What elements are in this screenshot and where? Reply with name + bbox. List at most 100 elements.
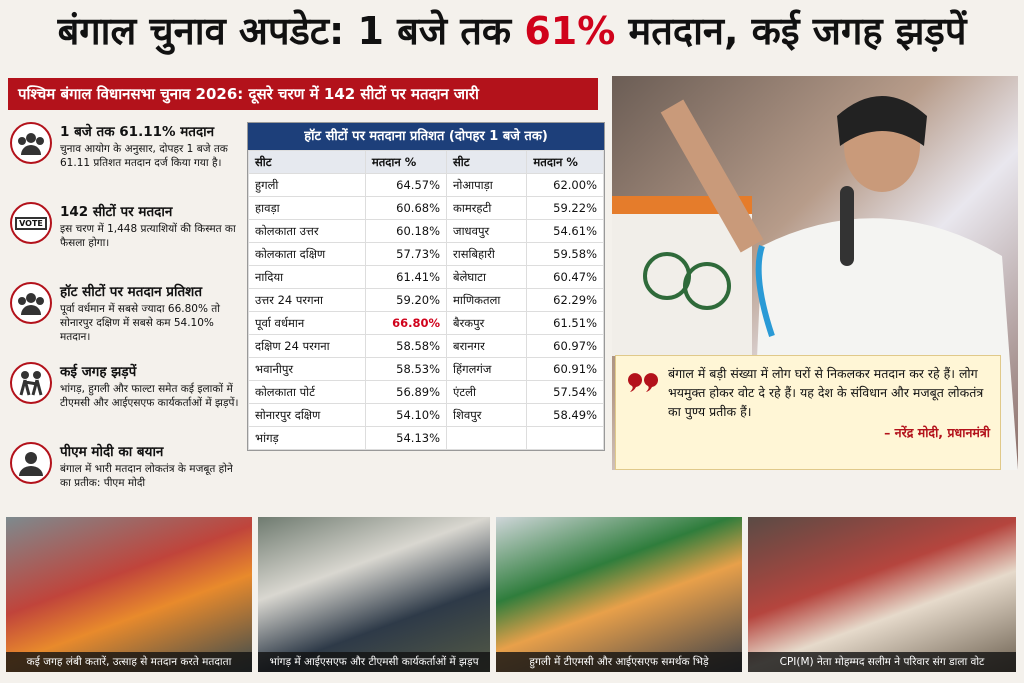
column-header: मतदान % xyxy=(364,150,448,174)
percent-cell: 57.54% xyxy=(526,380,604,404)
percent-cell: 54.13% xyxy=(364,426,448,450)
seat-cell: नादिया xyxy=(248,265,366,289)
points: 1 बजे तक 61.11% मतदान चुनाव आयोग के अनुसा… xyxy=(10,122,242,522)
point-icon xyxy=(10,442,52,484)
seat-cell: शिवपुर xyxy=(446,403,528,427)
seat-cell: एंटली xyxy=(446,380,528,404)
header-row: सीट मतदान % सीट मतदान % xyxy=(248,150,604,174)
point-text: इस चरण में 1,448 प्रत्याशियों की किस्मत … xyxy=(60,223,236,249)
table-row: सोनारपुर दक्षिण 54.10% शिवपुर 58.49% xyxy=(248,403,604,427)
point-body: कई जगह झड़पें भांगड़, हुगली और फाल्टा समे… xyxy=(60,362,242,430)
percent-cell: 58.53% xyxy=(364,357,448,381)
percent-cell: 60.91% xyxy=(526,357,604,381)
point-text: चुनाव आयोग के अनुसार, दोपहर 1 बजे तक 61.… xyxy=(60,143,228,169)
seat-cell: नोआपाड़ा xyxy=(446,173,528,197)
seat-cell xyxy=(446,426,528,450)
seat-cell: उत्तर 24 परगना xyxy=(248,288,366,312)
point-title: 1 बजे तक 61.11% मतदान xyxy=(60,124,215,140)
seat-cell: बेलेघाटा xyxy=(446,265,528,289)
percent-cell: 60.18% xyxy=(364,219,448,243)
point-body: 1 बजे तक 61.11% मतदान चुनाव आयोग के अनुसा… xyxy=(60,122,242,190)
point-title: 142 सीटों पर मतदान xyxy=(60,204,173,220)
seat-cell: बैरकपुर xyxy=(446,311,528,335)
percent-cell: 58.58% xyxy=(364,334,448,358)
percent-cell: 60.47% xyxy=(526,265,604,289)
point-icon: VOTE xyxy=(10,202,52,244)
percent-cell: 66.80% xyxy=(364,311,448,335)
column-header: सीट xyxy=(446,150,528,174)
photo: CPI(M) नेता मोहम्मद सलीम ने परिवार संग ड… xyxy=(748,517,1016,672)
percent-cell: 59.22% xyxy=(526,196,604,220)
percent-cell: 61.41% xyxy=(364,265,448,289)
table: हॉट सीटों पर मतदाना प्रतिशत (दोपहर 1 बजे… xyxy=(247,122,605,451)
percent-cell: 59.58% xyxy=(526,242,604,266)
photo: भांगड़ में आईएसएफ और टीएमसी कार्यकर्ताओं… xyxy=(258,517,490,672)
point-icon xyxy=(10,282,52,324)
table-row: दक्षिण 24 परगना 58.58% बरानगर 60.97% xyxy=(248,334,604,358)
percent-cell: 64.57% xyxy=(364,173,448,197)
column-header: मतदान % xyxy=(526,150,604,174)
seat-cell: हिंगलगंज xyxy=(446,357,528,381)
seat-cell: रासबिहारी xyxy=(446,242,528,266)
point-body: पीएम मोदी का बयान बंगाल में भारी मतदान लो… xyxy=(60,442,242,510)
photo-caption: कई जगह लंबी कतारें, उत्साह से मतदान करते… xyxy=(6,652,252,672)
headline-text: मतदान, कई जगह झड़पें xyxy=(615,9,967,53)
percent-cell: 58.49% xyxy=(526,403,604,427)
table-row: हावड़ा 60.68% कामरहटी 59.22% xyxy=(248,196,604,220)
percent-cell: 60.68% xyxy=(364,196,448,220)
percent-cell: 59.20% xyxy=(364,288,448,312)
table-row: पूर्वा वर्धमान 66.80% बैरकपुर 61.51% xyxy=(248,311,604,335)
point-title: पीएम मोदी का बयान xyxy=(60,444,164,460)
seat-cell: पूर्वा वर्धमान xyxy=(248,311,366,335)
seat-cell: भवानीपुर xyxy=(248,357,366,381)
table-row: उत्तर 24 परगना 59.20% माणिकतला 62.29% xyxy=(248,288,604,312)
percent-cell: 57.73% xyxy=(364,242,448,266)
percent-cell: 62.00% xyxy=(526,173,604,197)
banner: पश्चिम बंगाल विधानसभा चुनाव 2026: दूसरे … xyxy=(8,78,598,110)
photo: कई जगह लंबी कतारें, उत्साह से मतदान करते… xyxy=(6,517,252,672)
seat-cell: बरानगर xyxy=(446,334,528,358)
quote-text: बंगाल में बड़ी संख्या में लोग घरों से नि… xyxy=(668,366,984,419)
quote-mark xyxy=(628,373,658,392)
seat-cell: सोनारपुर दक्षिण xyxy=(248,403,366,427)
seat-cell: हुगली xyxy=(248,173,366,197)
table-title: हॉट सीटों पर मतदाना प्रतिशत (दोपहर 1 बजे… xyxy=(248,123,604,150)
table-row: नादिया 61.41% बेलेघाटा 60.47% xyxy=(248,265,604,289)
point-title: हॉट सीटों पर मतदान प्रतिशत xyxy=(60,284,203,300)
percent-cell xyxy=(526,426,604,450)
icon-label: VOTE xyxy=(19,218,43,228)
point-icon xyxy=(10,122,52,164)
headline-text: बंगाल चुनाव अपडेट: 1 बजे तक xyxy=(57,9,525,53)
point-text: भांगड़, हुगली और फाल्टा समेत कई इलाकों म… xyxy=(60,383,239,409)
table-row: भांगड़ 54.13% xyxy=(248,426,604,450)
seat-cell: हावड़ा xyxy=(248,196,366,220)
seat-cell: कोलकाता पोर्ट xyxy=(248,380,366,404)
percent-cell: 61.51% xyxy=(526,311,604,335)
column-header: सीट xyxy=(248,150,366,174)
quote-author: – नरेंद्र मोदी, प्रधानमंत्री xyxy=(884,425,990,440)
photo-caption: CPI(M) नेता मोहम्मद सलीम ने परिवार संग ड… xyxy=(748,652,1016,672)
point-text: पूर्वा वर्धमान में सबसे ज्यादा 66.80% तो… xyxy=(60,303,220,343)
seat-cell: भांगड़ xyxy=(248,426,366,450)
seat-cell: कामरहटी xyxy=(446,196,528,220)
point-icon xyxy=(10,362,52,404)
seat-cell: दक्षिण 24 परगना xyxy=(248,334,366,358)
percent-cell: 56.89% xyxy=(364,380,448,404)
table-row: कोलकाता उत्तर 60.18% जाधवपुर 54.61% xyxy=(248,219,604,243)
seat-cell: कोलकाता दक्षिण xyxy=(248,242,366,266)
percent-cell: 54.61% xyxy=(526,219,604,243)
point-text: बंगाल में भारी मतदान लोकतंत्र के मजबूत ह… xyxy=(60,463,233,489)
table-grid: सीट मतदान % सीट मतदान % हुगली 64.57% नोआपाड़ा 6… xyxy=(248,150,604,450)
point-body: हॉट सीटों पर मतदान प्रतिशत पूर्वा वर्धमान… xyxy=(60,282,242,350)
point: हॉट सीटों पर मतदान प्रतिशत पूर्वा वर्धमान… xyxy=(10,282,242,350)
table-row: भवानीपुर 58.53% हिंगलगंज 60.91% xyxy=(248,357,604,381)
quote-box: बंगाल में बड़ी संख्या में लोग घरों से नि… xyxy=(615,355,1001,470)
seat-cell: माणिकतला xyxy=(446,288,528,312)
point: कई जगह झड़पें भांगड़, हुगली और फाल्टा समे… xyxy=(10,362,242,430)
table-row: कोलकाता पोर्ट 56.89% एंटली 57.54% xyxy=(248,380,604,404)
percent-cell: 54.10% xyxy=(364,403,448,427)
photo-caption: भांगड़ में आईएसएफ और टीएमसी कार्यकर्ताओं… xyxy=(258,652,490,672)
ballot-box: VOTE xyxy=(15,216,47,230)
point: VOTE 142 सीटों पर मतदान इस चरण में 1,448 प… xyxy=(10,202,242,270)
